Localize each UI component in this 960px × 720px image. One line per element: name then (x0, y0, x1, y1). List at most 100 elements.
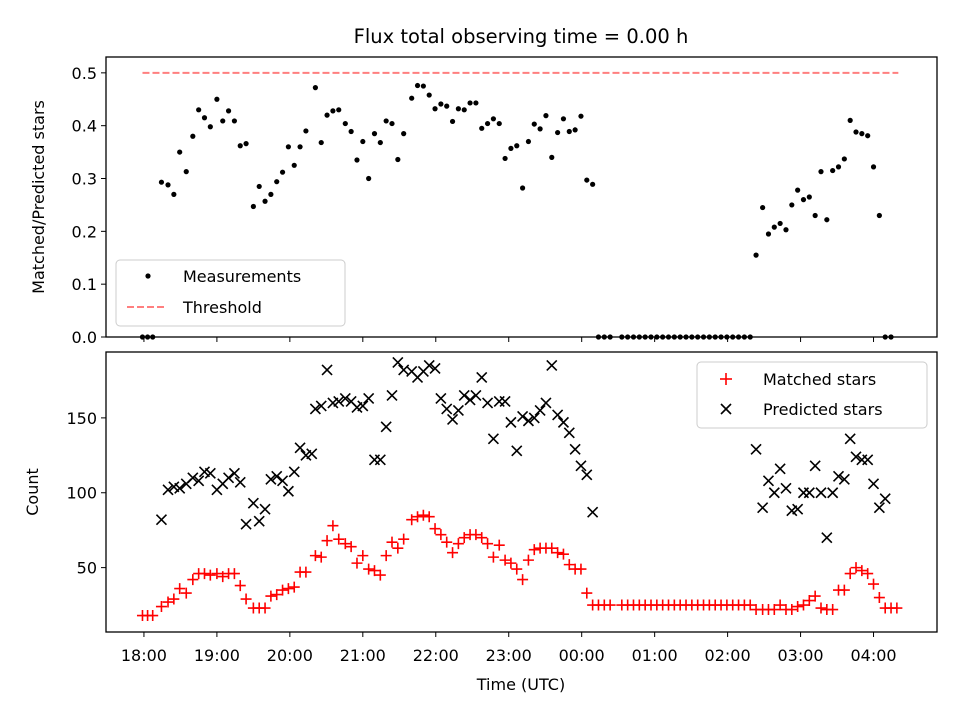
measurement-point (473, 100, 479, 106)
measurement-point (414, 82, 421, 89)
matched-star-point (345, 541, 357, 553)
predicted-star-point (838, 473, 850, 485)
matched-star-point (321, 535, 333, 547)
matched-star-point (868, 578, 880, 590)
top-y-tick-label: 0.4 (72, 117, 97, 136)
measurement-point (519, 185, 526, 191)
matched-star-point (873, 592, 885, 604)
matched-star-point (797, 599, 809, 611)
matched-star-point (417, 509, 429, 521)
matched-star-point (288, 581, 300, 593)
measurement-point (207, 124, 213, 130)
measurement-point (231, 118, 238, 124)
x-tick-label: 04:00 (850, 646, 896, 665)
legend-matched-label: Matched stars (763, 370, 876, 389)
predicted-star-point (386, 389, 398, 401)
predicted-star-point (392, 356, 404, 369)
matched-star-point (333, 533, 345, 545)
measurement-point (853, 129, 859, 135)
predicted-star-point (187, 472, 199, 484)
measurement-point (171, 191, 177, 197)
top-y-tick-label: 0.5 (72, 64, 97, 83)
measurement-point (841, 156, 847, 162)
matched-star-point (357, 550, 369, 562)
measurement-point (190, 133, 196, 139)
bottom-panel: 18:00 19:00 20:00 21:00 22:00 23:00 00:00 01:00… (23, 351, 938, 694)
legend-matched-marker (720, 373, 732, 385)
measurement-point (201, 115, 208, 121)
chart-title: Flux total observing time = 0.00 h (354, 25, 689, 48)
matched-star-point (380, 550, 392, 562)
measurement-point (225, 108, 232, 114)
measurement-point (490, 116, 497, 122)
measurement-point (590, 181, 596, 187)
predicted-star-point (757, 502, 769, 514)
measurement-point (158, 179, 165, 185)
measurement-point (303, 128, 309, 134)
measurement-point (777, 220, 783, 227)
measurement-point (496, 120, 502, 127)
bottom-y-tick-label: 150 (66, 409, 97, 428)
top-axis-ticks: 0.0 0.1 0.2 0.3 0.4 0.5 (72, 64, 875, 347)
matched-star-point (204, 569, 216, 581)
measurement-point (366, 175, 372, 182)
predicted-star-point (750, 443, 762, 455)
measurement-point (760, 204, 766, 211)
x-tick-label: 22:00 (413, 646, 459, 665)
measurement-point (274, 179, 280, 185)
predicted-star-point (581, 469, 593, 481)
matched-star-point (493, 539, 505, 551)
predicted-star-point (429, 362, 441, 375)
measurement-point (824, 217, 830, 223)
matched-star-point (277, 584, 289, 596)
measurement-point (220, 118, 226, 124)
measurement-point (285, 144, 291, 150)
matched-star-point (546, 542, 558, 554)
predicted-star-point (792, 503, 804, 515)
measurement-point (426, 92, 432, 98)
predicted-star-point (259, 503, 271, 515)
x-tick-label: 19:00 (194, 646, 240, 665)
predicted-star-point (282, 485, 294, 497)
measurement-point (401, 131, 407, 137)
x-axis-label: Time (UTC) (476, 675, 565, 694)
predicted-star-point (162, 484, 174, 496)
predicted-star-point (879, 493, 891, 505)
predicted-star-point (321, 364, 333, 376)
measurement-point (514, 143, 520, 149)
top-y-tick-label: 0.1 (72, 275, 97, 294)
predicted-star-point (563, 427, 575, 439)
measurement-point (455, 106, 461, 112)
top-plot-frame (105, 56, 938, 338)
matched-star-point (187, 574, 199, 586)
measurement-point (870, 164, 877, 170)
measurement-point (818, 169, 824, 175)
predicted-star-point (155, 514, 168, 526)
matched-star-point (406, 514, 418, 526)
measurement-point (835, 164, 842, 170)
predicted-star-point (193, 475, 205, 487)
bottom-legend-box (696, 361, 928, 429)
predicted-star-point (827, 487, 839, 499)
measurement-point (360, 138, 366, 145)
matched-star-point (505, 557, 517, 569)
top-y-tick-label: 0.2 (72, 222, 97, 241)
predicted-star-point (435, 392, 447, 404)
predicted-star-point (380, 421, 392, 433)
predicted-star-point (315, 400, 327, 412)
measurement-point (177, 149, 183, 155)
measurement-point (324, 112, 330, 118)
measurement-point (409, 95, 415, 101)
predicted-star-point (452, 404, 464, 416)
matched-star-point (315, 551, 327, 563)
predicted-star-point (499, 395, 511, 407)
bottom-y-tick-label: 100 (66, 484, 97, 503)
matched-star-point (259, 602, 271, 614)
matched-star-point (155, 601, 167, 613)
measurement-point (250, 203, 256, 210)
predicted-star-point (809, 460, 821, 472)
matched-star-point (744, 599, 756, 611)
x-tick-label: 23:00 (486, 646, 532, 665)
predicted-star-point (294, 442, 306, 454)
matched-star-point (392, 542, 404, 554)
